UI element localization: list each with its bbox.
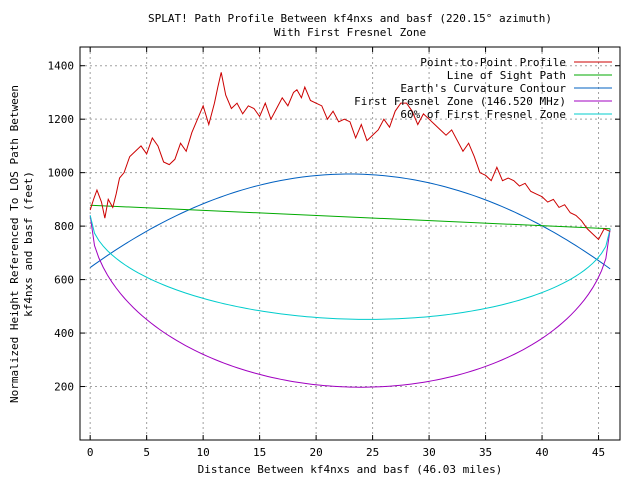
x-tick-label: 35 xyxy=(479,446,492,459)
y-tick-label: 1200 xyxy=(48,113,75,126)
x-tick-label: 20 xyxy=(309,446,322,459)
legend-label-earth-s-curvature-contour: Earth's Curvature Contour xyxy=(400,82,566,95)
x-tick-label: 40 xyxy=(535,446,548,459)
legend-label-point-to-point-profile: Point-to-Point Profile xyxy=(420,56,566,69)
y-axis-label-line2: kf4nxs and basf (feet) xyxy=(22,171,35,317)
x-tick-label: 30 xyxy=(422,446,435,459)
y-tick-label: 600 xyxy=(54,274,74,287)
series-layer xyxy=(89,72,611,388)
y-tick-label: 200 xyxy=(54,381,74,394)
line-of-sight-path-line xyxy=(90,204,611,230)
first-fresnel-zone-146-520-mhz-line xyxy=(89,215,611,388)
grid-lines xyxy=(80,47,620,440)
chart-subtitle: With First Fresnel Zone xyxy=(274,26,426,39)
legend-label-first-fresnel-zone-146-520-mhz: First Fresnel Zone (146.520 MHz) xyxy=(354,95,566,108)
axis-ticks: 0 5 10 15 20 25 30 35 40 45 200 400 600 800 1000 1200 14… xyxy=(48,47,620,459)
legend-label-60-of-first-fresnel-zone: 60% of First Fresnel Zone xyxy=(400,108,566,121)
x-axis-label: Distance Between kf4nxs and basf (46.03 … xyxy=(198,463,503,476)
x-tick-label: 15 xyxy=(253,446,266,459)
legend-label-line-of-sight-path: Line of Sight Path xyxy=(447,69,566,82)
x-tick-label: 45 xyxy=(592,446,605,459)
chart-title: SPLAT! Path Profile Between kf4nxs and b… xyxy=(148,12,552,25)
y-tick-label: 800 xyxy=(54,220,74,233)
x-tick-label: 0 xyxy=(87,446,94,459)
y-tick-label: 400 xyxy=(54,327,74,340)
point-to-point-profile-line xyxy=(89,72,611,241)
60-of-first-fresnel-zone-line xyxy=(89,215,611,320)
x-tick-label: 10 xyxy=(197,446,210,459)
earth-s-curvature-contour-line xyxy=(89,173,611,270)
y-axis-label-line1: Normalized Height Referenced To LOS Path… xyxy=(8,85,21,403)
x-tick-label: 25 xyxy=(366,446,379,459)
y-tick-label: 1000 xyxy=(48,167,75,180)
plot-frame xyxy=(79,46,621,441)
x-tick-label: 5 xyxy=(143,446,150,459)
y-tick-label: 1400 xyxy=(48,60,75,73)
